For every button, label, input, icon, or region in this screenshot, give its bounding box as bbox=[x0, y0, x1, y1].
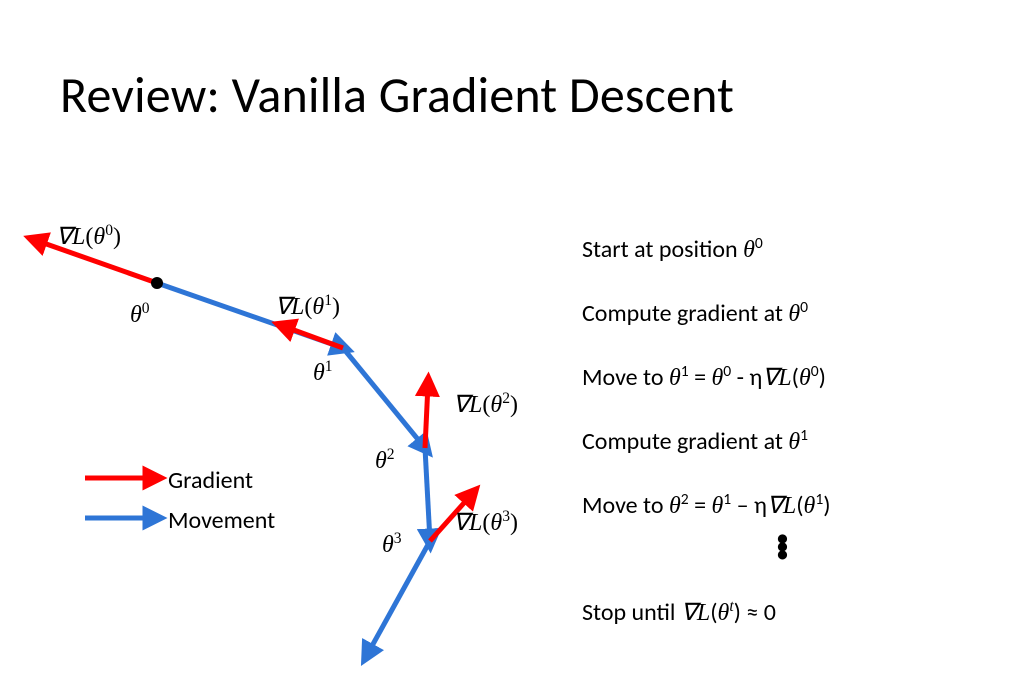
label-theta1: θ1 bbox=[313, 358, 333, 387]
gradient-arrow-2 bbox=[425, 384, 428, 448]
point-theta0 bbox=[151, 277, 163, 289]
legend-gradient-label: Gradient bbox=[168, 466, 253, 495]
label-theta0: θ0 bbox=[130, 300, 150, 329]
gradient-arrow-1 bbox=[283, 326, 343, 348]
label-theta2: θ2 bbox=[375, 446, 395, 475]
step-2: Move to θ1 = θ0 - η∇L(θ0) bbox=[582, 362, 826, 392]
step-4: Move to θ2 = θ1 – η∇L(θ1) bbox=[582, 490, 831, 520]
step-3: Compute gradient at θ1 bbox=[582, 426, 808, 456]
label-gradL-theta2: ∇L(θ2) bbox=[453, 390, 518, 419]
legend-movement-label: Movement bbox=[168, 506, 275, 535]
slide-title: Review: Vanilla Gradient Descent bbox=[60, 65, 734, 126]
step-1: Compute gradient at θ0 bbox=[582, 298, 808, 328]
step-5: Stop until ∇L(θt) ≈ 0 bbox=[582, 598, 776, 627]
label-gradL-theta0: ∇L(θ0) bbox=[56, 222, 121, 251]
slide-root: Review: Vanilla Gradient Descent ∇L(θ0) … bbox=[0, 0, 1011, 691]
vertical-dots-icon: ••• bbox=[776, 534, 789, 556]
movement-arrow-1-2 bbox=[343, 348, 425, 448]
label-theta3: θ3 bbox=[382, 530, 402, 559]
label-gradL-theta3: ∇L(θ3) bbox=[453, 508, 518, 537]
step-0: Start at position θ0 bbox=[582, 234, 763, 264]
movement-arrow-2-3 bbox=[425, 448, 430, 541]
label-gradL-theta1: ∇L(θ1) bbox=[275, 292, 340, 321]
